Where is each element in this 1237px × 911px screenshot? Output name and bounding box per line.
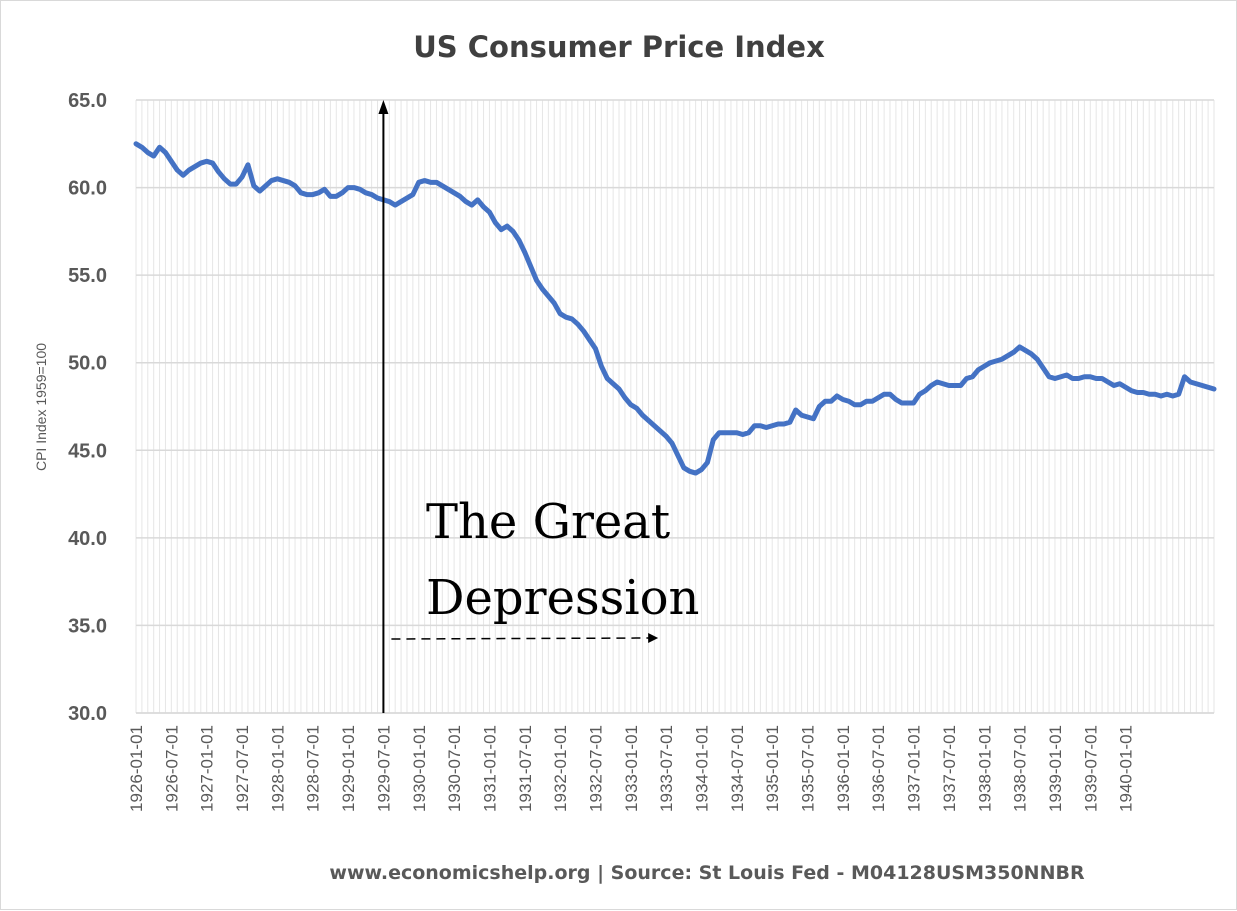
x-tick-label: 1938-01-01 xyxy=(975,725,994,812)
x-tick-label: 1932-07-01 xyxy=(586,725,605,812)
x-tick-label: 1935-01-01 xyxy=(763,725,782,812)
x-tick-label: 1926-07-01 xyxy=(162,725,181,812)
depression-start-arrow-head xyxy=(378,100,389,114)
x-tick-label: 1934-07-01 xyxy=(728,725,747,812)
x-tick-label: 1930-01-01 xyxy=(410,725,429,812)
x-tick-label: 1929-01-01 xyxy=(339,725,358,812)
cpi-series-line xyxy=(133,141,1217,476)
y-tick-label: 45.0 xyxy=(68,440,107,462)
y-axis-ticks: 30.0 35.0 40.0 45.0 50.0 55.0 60.0 65.0 xyxy=(68,90,107,725)
x-tick-label: 1928-01-01 xyxy=(268,725,287,812)
y-tick-label: 35.0 xyxy=(68,615,107,637)
x-tick-label: 1936-07-01 xyxy=(869,725,888,812)
x-tick-label: 1933-07-01 xyxy=(657,725,676,812)
x-tick-label: 1936-01-01 xyxy=(834,725,853,812)
x-axis-ticks: 1926-01-01 1926-07-01 1927-01-01 1927-07-01… xyxy=(127,725,1136,812)
y-tick-label: 50.0 xyxy=(68,353,107,375)
depression-duration-arrow xyxy=(391,637,651,640)
y-tick-label: 65.0 xyxy=(68,90,107,112)
x-tick-label: 1939-01-01 xyxy=(1046,725,1065,812)
x-tick-label: 1931-07-01 xyxy=(516,725,535,812)
x-tick-label: 1937-07-01 xyxy=(940,725,959,812)
x-tick-label: 1938-07-01 xyxy=(1011,725,1030,812)
annotation-text-line1: The Great xyxy=(426,494,670,550)
x-tick-label: 1931-01-01 xyxy=(480,725,499,812)
x-tick-label: 1932-01-01 xyxy=(551,725,570,812)
x-tick-label: 1926-01-01 xyxy=(127,725,146,812)
x-tick-label: 1940-01-01 xyxy=(1117,725,1136,812)
x-tick-label: 1930-07-01 xyxy=(445,725,464,812)
x-tick-label: 1933-01-01 xyxy=(622,725,641,812)
x-tick-label: 1929-07-01 xyxy=(374,725,393,812)
vertical-gridlines xyxy=(135,100,1215,713)
x-tick-label: 1927-07-01 xyxy=(233,725,252,812)
y-tick-label: 40.0 xyxy=(68,528,107,550)
x-tick-label: 1928-07-01 xyxy=(304,725,323,812)
chart-title: US Consumer Price Index xyxy=(413,30,825,64)
x-tick-label: 1939-07-01 xyxy=(1081,725,1100,812)
x-tick-label: 1935-07-01 xyxy=(799,725,818,812)
y-tick-label: 55.0 xyxy=(68,265,107,287)
great-depression-annotation: The Great Depression xyxy=(378,100,699,713)
y-tick-label: 30.0 xyxy=(68,703,107,725)
x-tick-label: 1937-01-01 xyxy=(905,725,924,812)
y-tick-label: 60.0 xyxy=(68,178,107,200)
annotation-text-line2: Depression xyxy=(426,570,699,626)
source-caption: www.economicshelp.org | Source: St Louis… xyxy=(329,862,1085,884)
y-axis-label: CPI Index 1959=100 xyxy=(33,343,49,471)
x-tick-label: 1927-01-01 xyxy=(198,725,217,812)
x-tick-label: 1934-01-01 xyxy=(693,725,712,812)
depression-duration-arrow-head xyxy=(648,633,659,643)
